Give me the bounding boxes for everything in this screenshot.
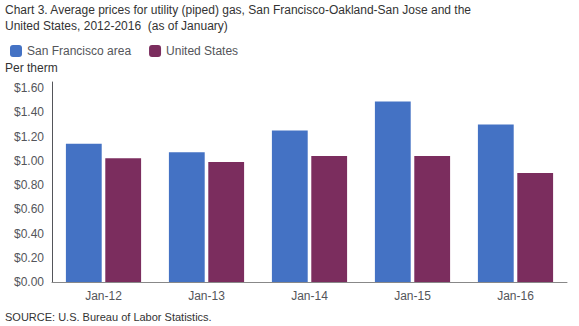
svg-text:$1.20: $1.20 bbox=[14, 130, 44, 144]
svg-text:Jan-14: Jan-14 bbox=[291, 289, 328, 303]
svg-text:San Francisco area: San Francisco area bbox=[27, 44, 131, 58]
svg-text:SOURCE: U.S. Bureau of Labor S: SOURCE: U.S. Bureau of Labor Statistics. bbox=[5, 311, 212, 323]
svg-text:Jan-16: Jan-16 bbox=[497, 289, 534, 303]
svg-text:$0.40: $0.40 bbox=[14, 227, 44, 241]
svg-text:United States, 2012-2016 (as: United States, 2012-2016 (as of January) bbox=[5, 19, 228, 33]
svg-text:Jan-12: Jan-12 bbox=[85, 289, 122, 303]
svg-text:$0.20: $0.20 bbox=[14, 251, 44, 265]
svg-text:$1.40: $1.40 bbox=[14, 105, 44, 119]
svg-text:$0.00: $0.00 bbox=[14, 275, 44, 289]
svg-text:Jan-15: Jan-15 bbox=[394, 289, 431, 303]
svg-text:Jan-13: Jan-13 bbox=[188, 289, 225, 303]
svg-text:$0.80: $0.80 bbox=[14, 178, 44, 192]
svg-text:Chart 3. Average prices for ut: Chart 3. Average prices for utility (pip… bbox=[5, 3, 471, 17]
svg-text:$1.60: $1.60 bbox=[14, 81, 44, 95]
svg-text:$1.00: $1.00 bbox=[14, 154, 44, 168]
svg-text:Per therm: Per therm bbox=[5, 61, 58, 75]
svg-text:United States: United States bbox=[166, 44, 238, 58]
svg-text:$0.60: $0.60 bbox=[14, 202, 44, 216]
